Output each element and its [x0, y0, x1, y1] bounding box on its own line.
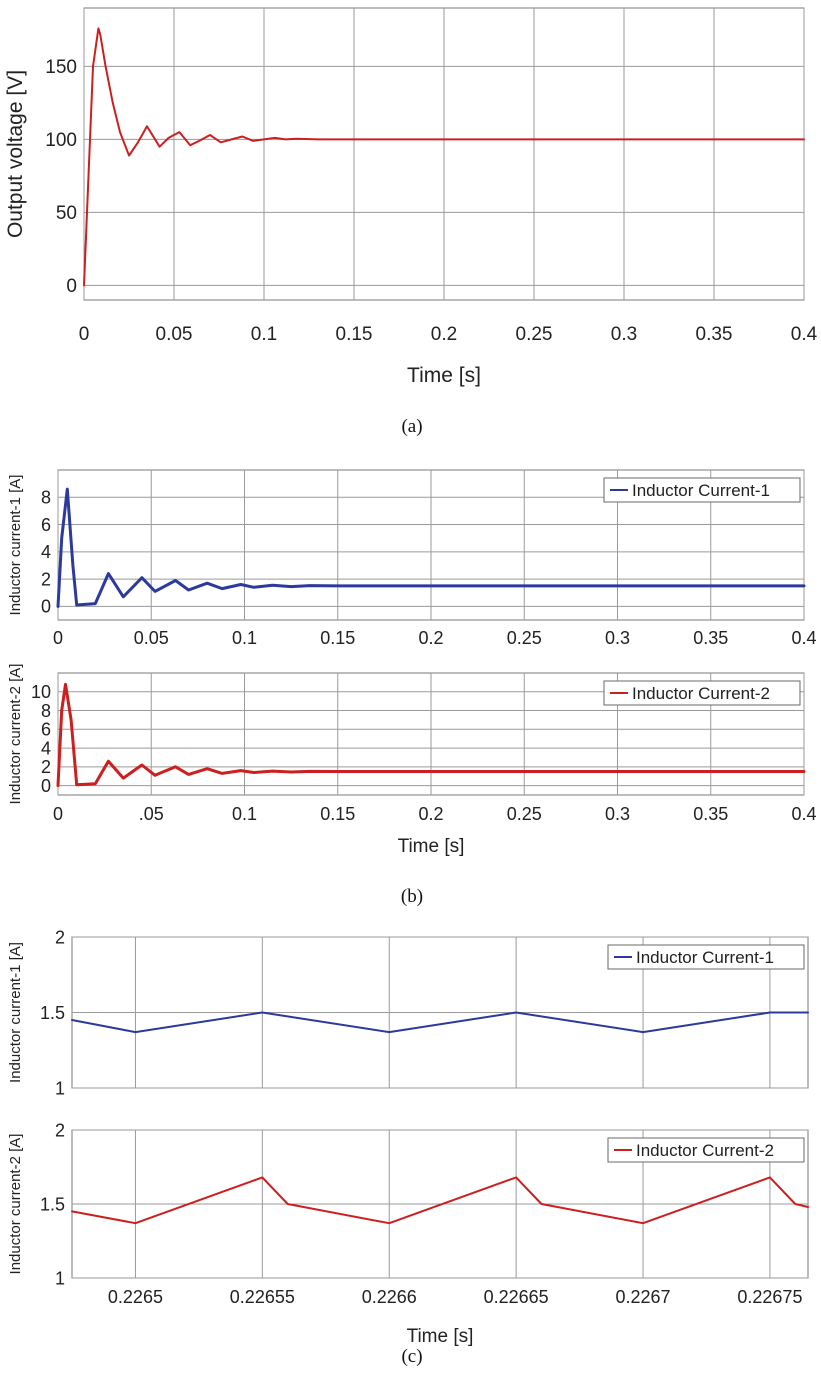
- y-tick-label: 6: [41, 515, 51, 535]
- y-axis-label: Inductor current-2 [A]: [7, 664, 24, 805]
- x-tick-label: 0.1: [232, 628, 257, 648]
- chart-c1: 1 1.5 2 Inductor current-1 [A] Inductor Curr…: [7, 927, 809, 1098]
- x-tick-label: 0.4: [791, 324, 818, 345]
- x-tick-label: 0.25: [516, 324, 553, 345]
- x-tick-label: 0.2267: [616, 1287, 671, 1307]
- x-tick-label: 0.15: [336, 324, 373, 345]
- x-tick-label: 0: [53, 804, 63, 824]
- x-tick-label: 0.35: [693, 628, 728, 648]
- chart-a: 0 0.05 0.1 0.15 0.2 0.25 0.3 0.35 0.4 0 50 100 150 Ti…: [4, 7, 818, 387]
- x-tick-label: 0.22675: [737, 1287, 802, 1307]
- chart-c2: 0.2265 0.22655 0.2266 0.22665 0.2267 0.22675 1…: [7, 1120, 809, 1347]
- x-tick-label: 0.05: [156, 324, 193, 345]
- y-tick-label: 100: [45, 130, 77, 151]
- series-line-a: [83, 27, 805, 287]
- y-tick-label: 2: [41, 569, 51, 589]
- series-line-b2: [56, 682, 806, 788]
- x-tick-label: 0.3: [605, 804, 630, 824]
- x-tick-label: 0.2: [418, 628, 443, 648]
- caption-c: (c): [401, 1346, 422, 1367]
- x-tick-label: 0.1: [251, 324, 277, 345]
- chart-b2: 0.05 0.1 0.15 0.2 0.25 0.3 0.35 0.40246810Time …: [7, 664, 817, 857]
- x-tick-label: 0.2: [418, 804, 443, 824]
- x-tick-label: 0.1: [232, 804, 257, 824]
- y-tick-label: 2: [55, 927, 65, 947]
- x-tick-label: 0.4: [791, 804, 816, 824]
- y-axis-label: Inductor current-1 [A]: [7, 942, 24, 1083]
- x-tick-label: 0.3: [605, 628, 630, 648]
- caption-a: (a): [401, 416, 422, 437]
- x-tick-label: 0.25: [507, 628, 542, 648]
- x-tick-label: 0.15: [320, 804, 355, 824]
- x-axis-label: Time [s]: [407, 1326, 474, 1347]
- series-line-c2: [71, 1176, 809, 1225]
- y-tick-label: 8: [41, 488, 51, 508]
- x-tick-label: 0.35: [696, 324, 733, 345]
- x-tick-label: 0.3: [611, 324, 637, 345]
- legend-c2: [607, 1137, 805, 1163]
- y-tick-label: 0: [66, 276, 77, 297]
- y-tick-label: 0: [41, 597, 51, 617]
- y-axis-label: Inductor current-2 [A]: [7, 1134, 24, 1275]
- y-tick-label: 6: [41, 720, 51, 740]
- x-tick-label: 0.22665: [484, 1287, 549, 1307]
- legend-label: Inductor Current-1: [636, 948, 774, 967]
- y-tick-label: 50: [56, 203, 77, 224]
- y-tick-label: 1.5: [40, 1194, 65, 1214]
- x-tick-label: 0: [79, 324, 90, 345]
- x-tick-label: 0.05: [134, 628, 169, 648]
- y-tick-label: 1.5: [40, 1003, 65, 1023]
- y-tick-label: 8: [41, 701, 51, 721]
- x-axis-label: Time [s]: [407, 364, 481, 387]
- x-tick-label: 0.2: [431, 324, 457, 345]
- x-tick-label: 0.15: [320, 628, 355, 648]
- legend-label: Inductor Current-2: [636, 1141, 774, 1160]
- x-tick-label: .05: [139, 804, 164, 824]
- y-tick-label: 2: [55, 1120, 65, 1140]
- x-tick-label: 0.4: [791, 628, 816, 648]
- y-tick-label: 10: [31, 682, 51, 702]
- caption-b: (b): [401, 886, 423, 907]
- x-tick-label: 0.35: [693, 804, 728, 824]
- y-axis-label: Inductor current-1 [A]: [7, 475, 24, 616]
- x-tick-label: 0.25: [507, 804, 542, 824]
- charts-layer: 0 0.05 0.1 0.15 0.2 0.25 0.3 0.35 0.4050100150Ti…: [4, 7, 818, 1347]
- legend-c1: [607, 944, 805, 970]
- x-axis-label: Time [s]: [398, 836, 465, 857]
- y-tick-label: 4: [41, 738, 51, 758]
- x-tick-label: 0: [53, 628, 63, 648]
- y-tick-label: 150: [45, 57, 77, 78]
- x-tick-label: 0.2265: [108, 1287, 163, 1307]
- y-tick-label: 1: [55, 1268, 65, 1288]
- series-line-b1: [56, 487, 806, 608]
- legend-b1: [603, 477, 801, 503]
- chart-b1: 0 0.05 0.1 0.15 0.2 0.25 0.3 0.35 0.4 0 2 4 6 8 Induct…: [7, 469, 817, 648]
- x-tick-label: 0.2266: [362, 1287, 417, 1307]
- y-tick-label: 0: [41, 776, 51, 796]
- legend-label: Inductor Current-1: [632, 481, 770, 500]
- legend-label: Inductor Current-2: [632, 684, 770, 703]
- y-axis-label: Output voltage [V]: [4, 70, 27, 238]
- y-tick-label: 1: [55, 1078, 65, 1098]
- y-tick-label: 4: [41, 542, 51, 562]
- y-tick-label: 2: [41, 757, 51, 777]
- legend-b2: [603, 680, 801, 706]
- series-line-c1: [71, 1011, 809, 1034]
- x-tick-label: 0.22655: [230, 1287, 295, 1307]
